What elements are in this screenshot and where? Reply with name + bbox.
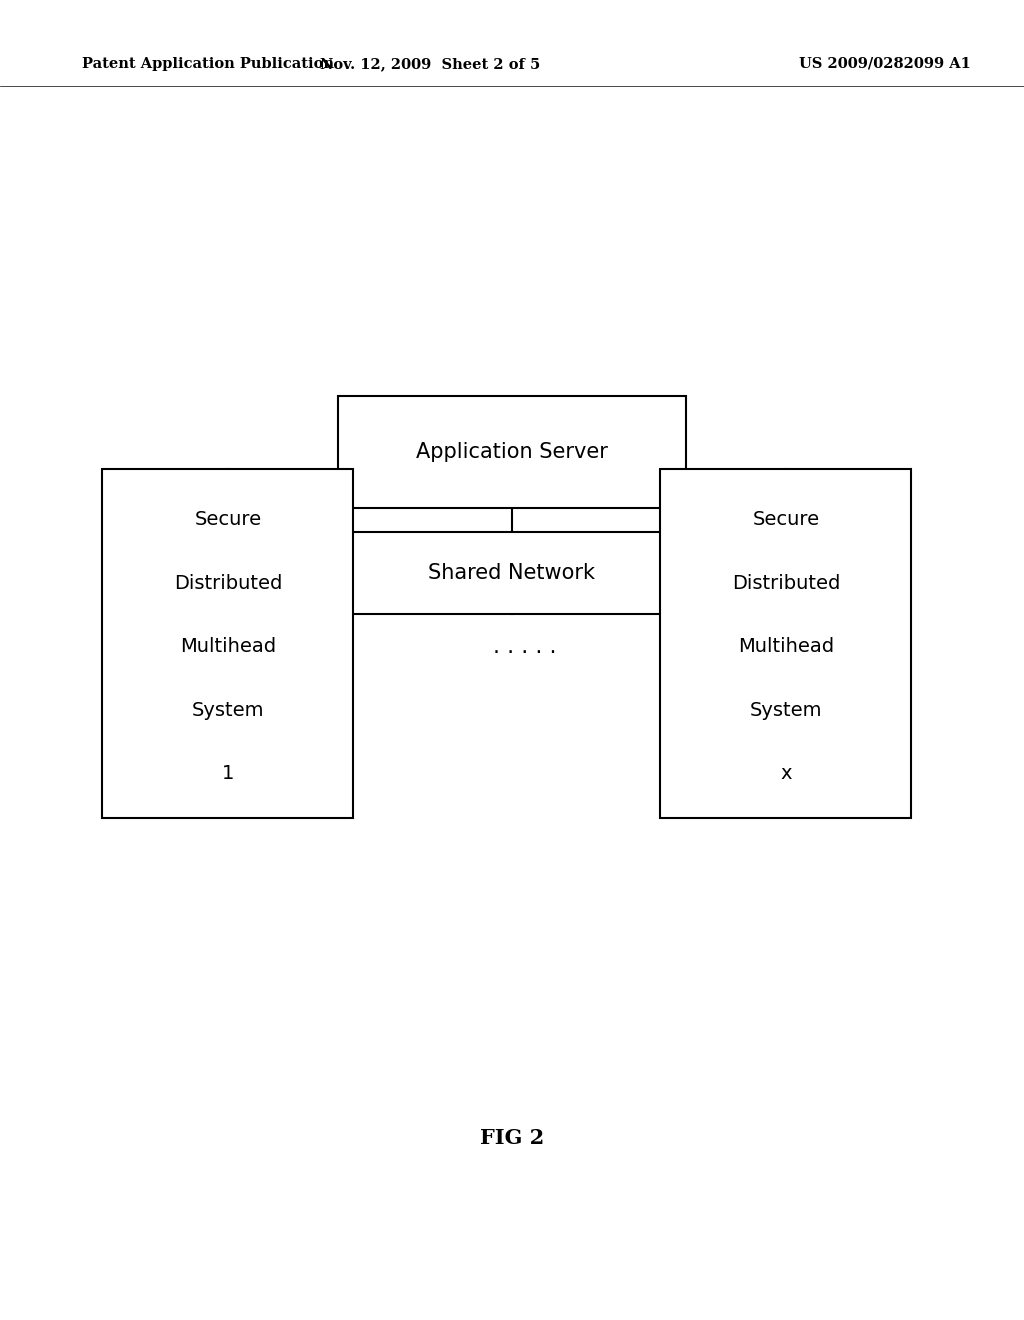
Text: Application Server: Application Server: [416, 442, 608, 462]
Text: FIG 2: FIG 2: [480, 1127, 544, 1148]
Text: Multihead: Multihead: [180, 638, 275, 656]
Text: Multihead: Multihead: [738, 638, 834, 656]
FancyBboxPatch shape: [660, 469, 911, 818]
Text: x: x: [780, 764, 792, 783]
Text: Secure: Secure: [753, 510, 819, 529]
Text: Distributed: Distributed: [174, 574, 282, 593]
FancyBboxPatch shape: [338, 396, 686, 508]
Text: 1: 1: [221, 764, 234, 783]
Text: . . . . .: . . . . .: [493, 636, 556, 657]
Text: Patent Application Publication: Patent Application Publication: [82, 57, 334, 71]
Text: Distributed: Distributed: [732, 574, 840, 593]
Text: Shared Network: Shared Network: [428, 562, 596, 583]
Text: System: System: [750, 701, 822, 719]
FancyBboxPatch shape: [102, 469, 353, 818]
Text: Nov. 12, 2009  Sheet 2 of 5: Nov. 12, 2009 Sheet 2 of 5: [319, 57, 541, 71]
Text: Secure: Secure: [195, 510, 261, 529]
FancyBboxPatch shape: [225, 532, 799, 614]
Text: US 2009/0282099 A1: US 2009/0282099 A1: [799, 57, 971, 71]
Text: System: System: [191, 701, 264, 719]
